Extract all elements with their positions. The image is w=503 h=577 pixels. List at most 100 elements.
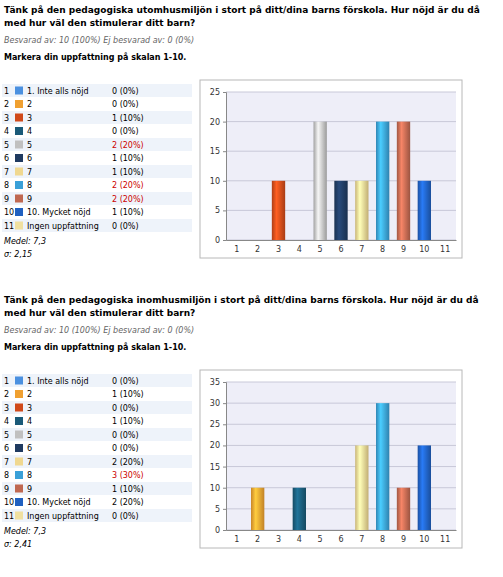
row-number: 5: [4, 431, 9, 440]
row-number: 9: [4, 195, 9, 204]
y-tick: 20: [210, 441, 226, 450]
x-tick: 10: [419, 240, 429, 254]
row-number: 4: [4, 127, 9, 136]
tick-mark: [223, 151, 226, 152]
x-tick: 7: [359, 530, 364, 544]
x-tick-label: 8: [380, 535, 385, 544]
row-number: 10: [4, 498, 14, 507]
y-tick: 25: [210, 420, 226, 429]
x-tick-label: 4: [297, 535, 302, 544]
legend-label: 9: [27, 195, 32, 204]
legend-label: Ingen uppfattning: [27, 222, 99, 231]
count-label: 1 (10%): [112, 485, 144, 494]
row-number: 8: [4, 181, 9, 190]
bar: [334, 181, 347, 240]
bar: [314, 122, 327, 240]
bar: [355, 181, 368, 240]
y-tick-label: 30: [210, 399, 220, 408]
y-axis: 05101520253035: [210, 378, 227, 535]
x-tick: 9: [401, 530, 406, 544]
x-tick: 10: [419, 530, 429, 544]
legend-swatch: [15, 181, 23, 189]
legend-label: 1. Inte alls nöjd: [27, 377, 89, 386]
tick-mark: [223, 424, 226, 425]
legend-label: 2: [27, 390, 32, 399]
subtitle: Besvarad av: 10 (100%) Ej besvarad av: 0…: [4, 326, 194, 335]
x-tick: 5: [318, 240, 323, 254]
chart-frame: [200, 80, 462, 258]
legend-swatch: [15, 222, 23, 230]
legend-swatch: [15, 195, 23, 203]
legend-label: 3: [27, 114, 32, 123]
legend-swatch: [15, 141, 23, 149]
count-label: 1 (10%): [112, 154, 144, 163]
bar: [230, 530, 243, 531]
x-tick: 6: [338, 240, 343, 254]
bar: [376, 122, 389, 240]
legend-swatch: [15, 458, 23, 466]
mean-label: Medel: 7,3: [4, 237, 46, 246]
bar: [293, 240, 306, 241]
count-label: 0 (0%): [112, 377, 139, 386]
x-axis: 1234567891011: [227, 530, 457, 544]
bar: [314, 530, 327, 531]
bar: [439, 240, 452, 241]
x-tick-label: 9: [401, 535, 406, 544]
table-row-bg: [2, 428, 192, 441]
count-label: 2 (20%): [112, 181, 144, 190]
bar: [439, 530, 452, 531]
y-tick: 5: [215, 505, 226, 514]
legend-label: 1. Inte alls nöjd: [27, 87, 89, 96]
legend-label: 5: [27, 141, 32, 150]
legend-label: 3: [27, 404, 32, 413]
legend-swatch: [15, 208, 23, 216]
table-row-bg: [2, 165, 192, 178]
count-label: 2 (20%): [112, 141, 144, 150]
instruction: Markera din uppfattning på skalan 1-10.: [4, 52, 186, 62]
x-tick-label: 2: [255, 535, 260, 544]
x-tick-label: 3: [276, 245, 281, 254]
tick-mark: [223, 509, 226, 510]
count-label: 0 (0%): [112, 87, 139, 96]
count-label: 0 (0%): [112, 431, 139, 440]
x-tick: 4: [297, 240, 302, 254]
bars: [272, 122, 431, 240]
table-row-bg: [2, 401, 192, 414]
legend-label: 2: [27, 100, 32, 109]
x-tick-label: 6: [338, 245, 343, 254]
bar: [397, 122, 410, 240]
chart-panel: Tänk på den pedagogiska inomhusmiljön i …: [2, 295, 479, 549]
row-number: 4: [4, 417, 9, 426]
legend-label: 6: [27, 154, 32, 163]
legend-label: 4: [27, 417, 32, 426]
x-tick-label: 1: [234, 535, 239, 544]
legend-swatch: [15, 512, 23, 520]
axis-line: [227, 530, 457, 531]
y-tick-label: 20: [210, 441, 220, 450]
row-number: 11: [4, 222, 14, 231]
tick-mark: [223, 403, 226, 404]
count-label: 1 (10%): [112, 168, 144, 177]
x-tick: 3: [276, 240, 281, 254]
table-row-bg: [2, 192, 192, 205]
grid-line: [226, 151, 456, 152]
x-tick: 7: [359, 240, 364, 254]
count-label: 2 (20%): [112, 458, 144, 467]
count-label: 0 (0%): [112, 404, 139, 413]
y-axis: 0510152025: [210, 88, 227, 245]
count-label: 1 (10%): [112, 114, 144, 123]
x-tick-label: 10: [419, 535, 429, 544]
legend-swatch: [15, 100, 23, 108]
x-tick-label: 6: [338, 535, 343, 544]
table-row-bg: [2, 138, 192, 151]
row-number: 3: [4, 404, 9, 413]
x-tick-label: 3: [276, 535, 281, 544]
legend-swatch: [15, 498, 23, 506]
x-tick: 4: [297, 530, 302, 544]
legend-swatch: [15, 444, 23, 452]
y-tick-label: 20: [210, 118, 220, 127]
bar: [397, 488, 410, 530]
y-tick-label: 35: [210, 378, 220, 387]
legend-label: 5: [27, 431, 32, 440]
x-tick-label: 5: [318, 245, 323, 254]
